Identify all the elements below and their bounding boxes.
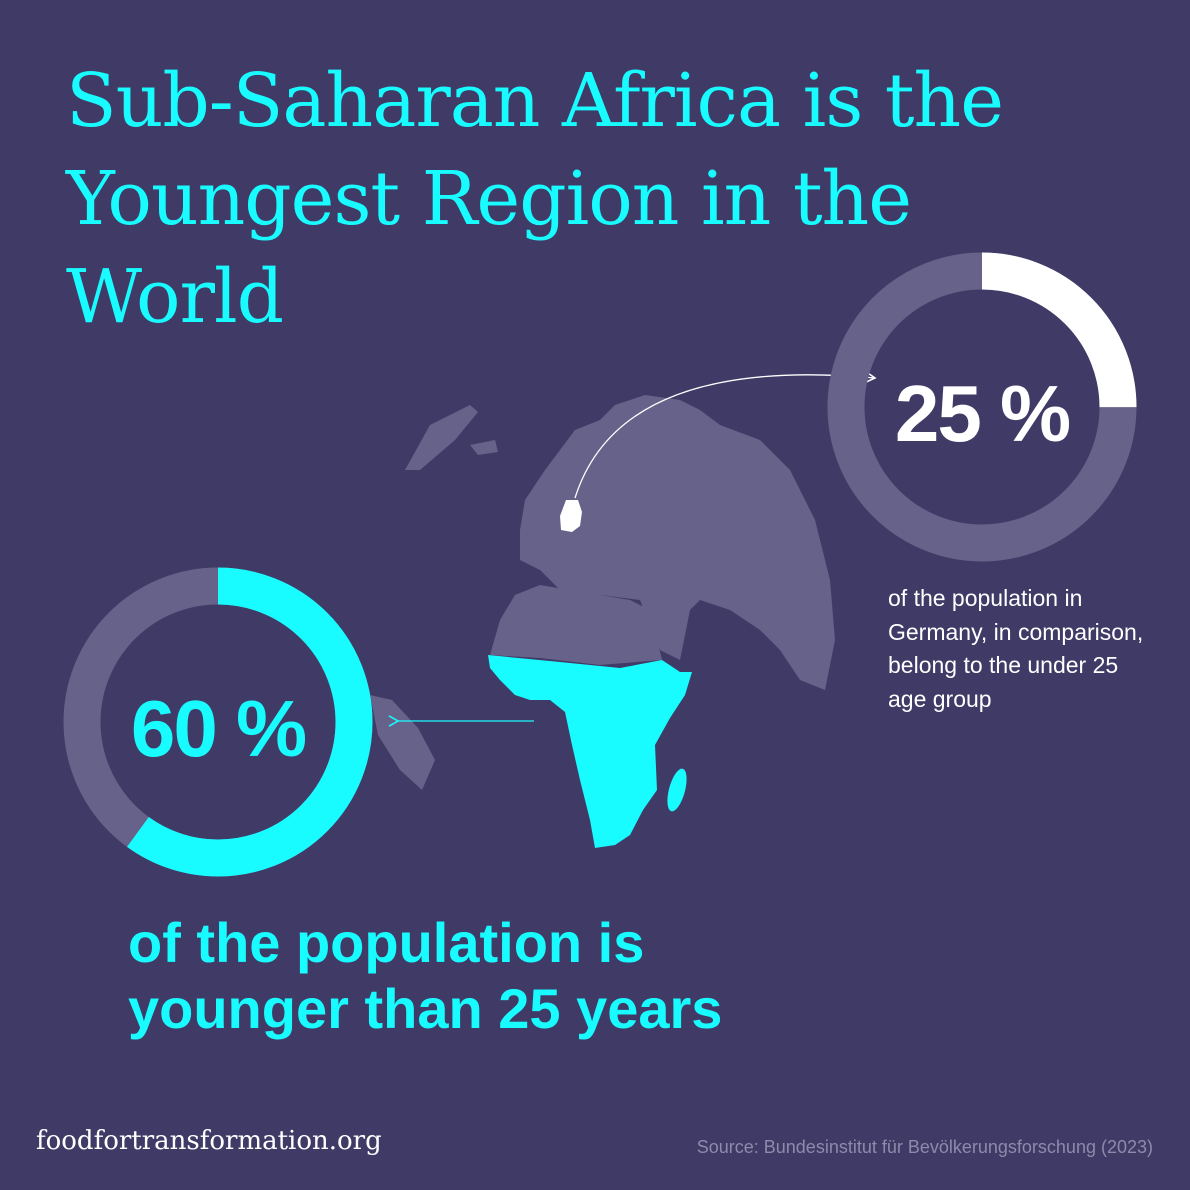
madagascar [667, 768, 687, 812]
north-africa-landmass [490, 585, 662, 665]
site-url: foodfortransformation.org [36, 1126, 382, 1156]
donut-value-arc-0 [827, 252, 1137, 562]
source-note: Source: Bundesinstitut für Bevölkerungsf… [696, 1137, 1153, 1157]
germany-caption: of the population in Germany, in compari… [888, 585, 1144, 712]
germany-percentage: 25 % [894, 369, 1071, 458]
donut-value-arc-1 [63, 567, 373, 877]
eurasia-landmass [520, 395, 835, 690]
germany-highlight [560, 500, 582, 532]
page-title: Sub-Saharan Africa is the Youngest Regio… [66, 58, 1004, 340]
africa-percentage: 60 % [130, 684, 307, 773]
iceland-landmass [470, 440, 498, 455]
south-america-landmass [370, 695, 435, 790]
sub-saharan-africa [488, 655, 692, 848]
greenland-landmass [405, 405, 478, 470]
africa-caption: of the population is younger than 25 yea… [128, 911, 723, 1040]
germany-arrow [574, 371, 877, 499]
